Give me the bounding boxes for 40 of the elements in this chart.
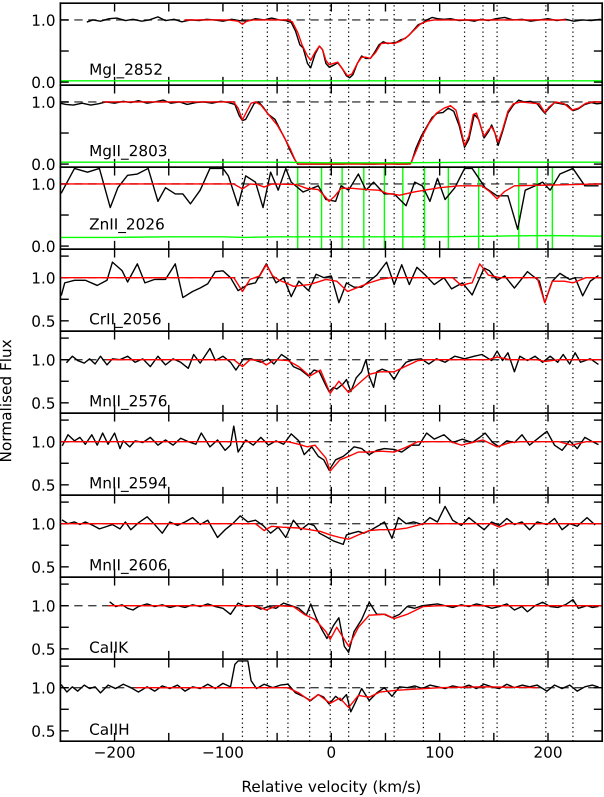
annotation: CaIIH [90,723,128,735]
x-tick-label: −200 [95,746,135,758]
y-tick-label: 1.0 [32,518,55,530]
line-series [106,356,602,394]
x-tick-label: 200 [534,746,562,758]
annotation: MnII_2606 [90,558,167,574]
x-axis-title: Relative velocity (km/s) [242,780,420,796]
y-tick-label: 0.5 [32,725,54,737]
y-tick-label: 1.0 [32,436,55,448]
y-axis-title: Normalised Flux [0,340,12,461]
line-series [136,686,538,708]
y-tick-label: 1.0 [32,682,55,694]
y-tick-label: 0.5 [32,397,54,409]
y-tick-label: 0.5 [32,479,54,491]
annotation: CaIIK [90,641,128,653]
annotation: MnII_2594 [90,476,167,492]
y-tick-label: 1.0 [32,354,55,366]
y-tick-label: 0.5 [32,643,54,655]
x-tick-label: 0 [327,746,336,758]
line-series [60,439,602,472]
annotation: CrII_2056 [90,312,161,328]
annotation: ZnII_2026 [90,218,164,234]
y-tick-label: 1.0 [32,600,55,612]
x-tick-label: −100 [204,746,243,758]
y-tick-label: 0.0 [32,76,55,88]
y-tick-label: 1.0 [32,14,55,26]
y-tick-label: 0.5 [32,315,54,327]
line-series [184,19,566,77]
annotation: MgI_2852 [90,63,162,78]
y-tick-label: 0.0 [32,158,55,170]
y-tick-label: 1.0 [32,272,55,284]
y-tick-label: 0.5 [32,561,54,573]
line-series [60,183,602,202]
y-tick-label: 0.0 [32,240,55,252]
annotation: MgII_2803 [90,144,166,160]
line-series [60,522,602,540]
x-tick-label: 100 [426,746,454,758]
y-tick-label: 1.0 [32,178,55,190]
annotation: MnII_2576 [90,394,167,410]
y-tick-label: 1.0 [32,96,55,108]
